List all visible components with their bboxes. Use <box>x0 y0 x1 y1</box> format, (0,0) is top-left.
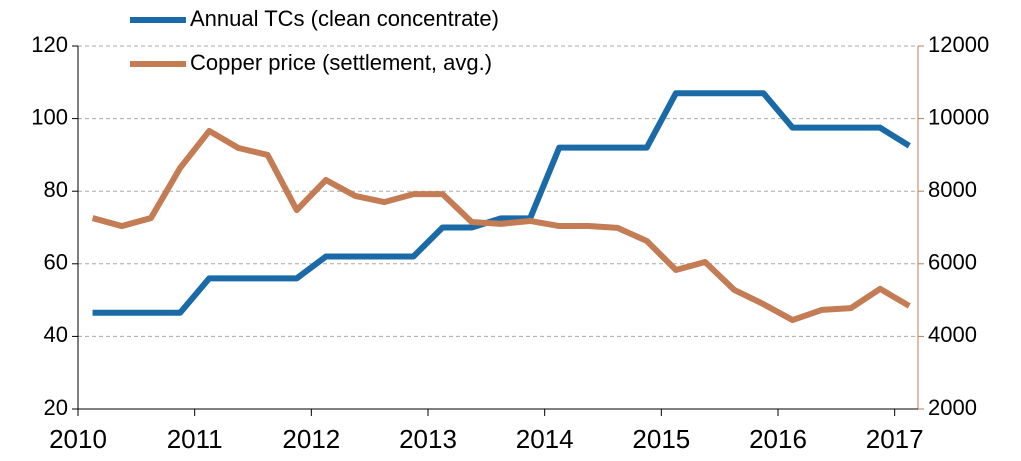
x-tick-label: 2011 <box>167 424 223 454</box>
x-tick-label: 2010 <box>49 424 107 454</box>
x-tick-label: 2013 <box>399 424 457 454</box>
y2-tick-label: 8000 <box>928 177 977 202</box>
y-tick-label: 100 <box>31 104 68 129</box>
x-tick-label: 2012 <box>282 424 340 454</box>
y2-tick-label: 2000 <box>928 395 977 420</box>
x-tick-label: 2016 <box>749 424 807 454</box>
y-tick-label: 120 <box>31 32 68 57</box>
legend-label: Copper price (settlement, avg.) <box>190 50 492 75</box>
series-line <box>92 90 911 316</box>
y-tick-label: 20 <box>44 395 68 420</box>
x-tick-label: 2015 <box>632 424 690 454</box>
series-line <box>91 127 911 324</box>
y-tick-label: 80 <box>44 177 68 202</box>
y2-tick-label: 10000 <box>928 104 989 129</box>
y2-tick-label: 4000 <box>928 322 977 347</box>
y2-tick-label: 6000 <box>928 250 977 275</box>
x-tick-label: 2014 <box>516 424 574 454</box>
y-tick-label: 40 <box>44 322 68 347</box>
legend-label: Annual TCs (clean concentrate) <box>190 6 499 31</box>
x-tick-label: 2017 <box>866 424 924 454</box>
y-tick-label: 60 <box>44 250 68 275</box>
y2-tick-label: 12000 <box>928 32 989 57</box>
